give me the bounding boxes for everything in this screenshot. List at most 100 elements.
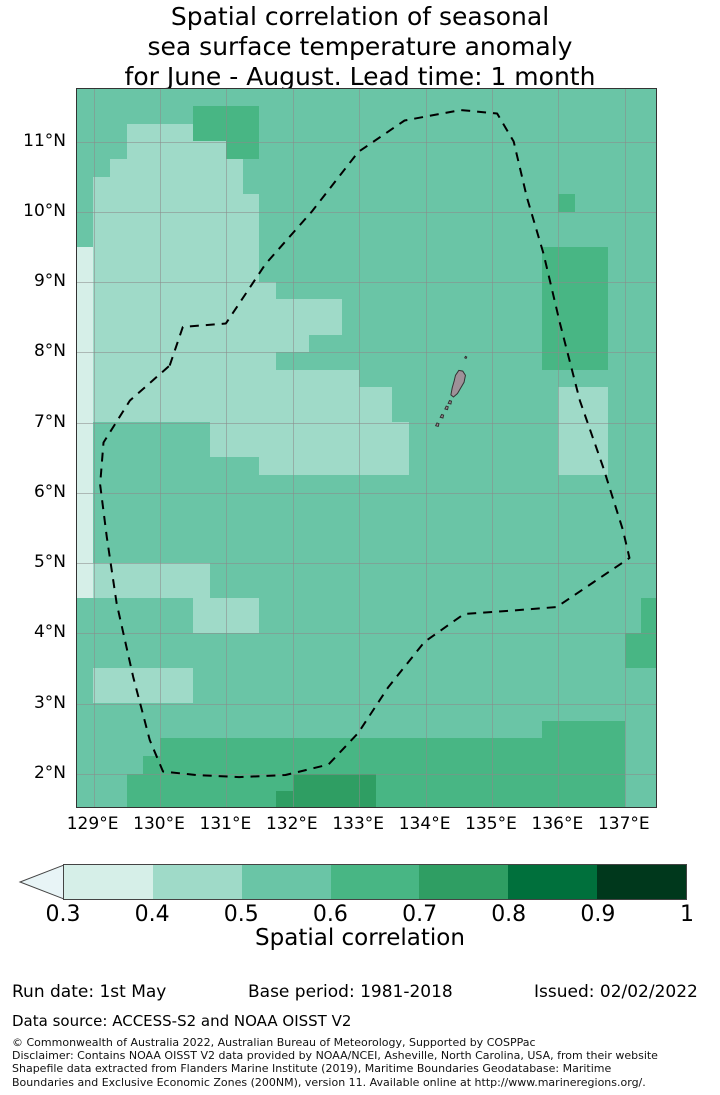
raster-cell xyxy=(192,106,211,125)
raster-cell xyxy=(574,89,592,107)
raster-cell xyxy=(408,176,426,195)
raster-cell xyxy=(458,264,476,283)
raster-cell xyxy=(375,158,393,178)
raster-cell xyxy=(558,492,576,511)
raster-cell xyxy=(408,422,426,441)
raster-cell xyxy=(192,422,211,441)
raster-cell xyxy=(508,299,526,318)
land-polygons xyxy=(434,355,468,428)
raster-cell xyxy=(77,404,94,424)
raster-cell xyxy=(491,457,509,476)
raster-cell xyxy=(541,316,559,336)
raster-cell xyxy=(143,404,161,424)
raster-cell xyxy=(408,369,426,388)
raster-cell xyxy=(524,123,543,143)
raster-cell xyxy=(77,316,94,336)
disclaimer-line-1: Disclaimer: Contains NOAA OISST V2 data … xyxy=(12,1049,658,1063)
raster-cell xyxy=(209,246,227,265)
raster-cell xyxy=(259,264,277,283)
raster-cell xyxy=(375,352,393,371)
raster-cell xyxy=(259,158,277,178)
raster-cell xyxy=(226,316,244,336)
raster-cell xyxy=(192,123,211,143)
raster-cell xyxy=(508,194,526,213)
raster-cell xyxy=(425,141,443,160)
raster-cell xyxy=(259,545,277,564)
raster-cell xyxy=(475,492,493,511)
raster-cell xyxy=(126,229,144,248)
raster-cell xyxy=(491,545,509,564)
raster-cell xyxy=(209,316,227,336)
land-islet-5 xyxy=(464,355,468,360)
raster-cell xyxy=(408,334,426,353)
raster-cell xyxy=(591,527,609,546)
raster-cell xyxy=(591,352,609,371)
raster-cell xyxy=(524,158,543,178)
raster-cell xyxy=(109,545,128,564)
raster-cell xyxy=(342,510,360,529)
raster-cell xyxy=(93,475,111,494)
raster-cell xyxy=(641,457,656,476)
raster-cell xyxy=(242,422,260,441)
raster-cell xyxy=(342,281,360,301)
raster-cell xyxy=(325,369,343,388)
raster-cell xyxy=(441,194,460,213)
latitude-tick-label: 3°N xyxy=(33,692,66,713)
raster-cell xyxy=(408,281,426,301)
raster-cell xyxy=(491,369,509,388)
latitude-tick-label: 11°N xyxy=(23,130,66,151)
raster-cell xyxy=(458,492,476,511)
raster-cell xyxy=(541,457,559,476)
raster-cell xyxy=(458,439,476,459)
raster-cell xyxy=(641,352,656,371)
raster-cell xyxy=(375,316,393,336)
raster-cell xyxy=(425,194,443,213)
raster-cell xyxy=(242,492,260,511)
raster-cell xyxy=(309,510,327,529)
raster-cell xyxy=(109,246,128,265)
raster-cell xyxy=(591,457,609,476)
raster-cell xyxy=(425,176,443,195)
raster-cell xyxy=(309,352,327,371)
raster-cell xyxy=(292,439,310,459)
raster-cell xyxy=(192,211,211,230)
raster-cell xyxy=(607,334,626,353)
raster-cell xyxy=(558,264,576,283)
raster-cell xyxy=(524,141,543,160)
raster-cell xyxy=(607,387,626,406)
raster-cell xyxy=(309,123,327,143)
raster-cell xyxy=(491,316,509,336)
colorbar-tick-label: 0.9 xyxy=(580,902,616,927)
raster-cell xyxy=(541,123,559,143)
raster-cell xyxy=(176,229,194,248)
raster-cell xyxy=(558,404,576,424)
raster-cell xyxy=(77,527,94,546)
raster-cell xyxy=(109,439,128,459)
raster-cell xyxy=(641,229,656,248)
raster-cell xyxy=(524,106,543,125)
title-line-3: for June - August. Lead time: 1 month xyxy=(124,62,596,91)
raster-cell xyxy=(425,299,443,318)
raster-cell xyxy=(109,264,128,283)
raster-cell xyxy=(508,439,526,459)
raster-cell xyxy=(607,176,626,195)
raster-cell xyxy=(491,387,509,406)
raster-cell xyxy=(524,246,543,265)
raster-cell xyxy=(375,229,393,248)
longitude-tick-label: 130°E xyxy=(133,814,185,834)
raster-cell xyxy=(309,545,327,564)
raster-cell xyxy=(591,492,609,511)
latitude-axis-labels: 2°N 3°N 4°N 5°N 6°N 7°N 8°N 9°N 10°N 11°N xyxy=(0,88,70,808)
raster-cell xyxy=(392,527,410,546)
raster-cell xyxy=(358,281,377,301)
raster-cell xyxy=(392,387,410,406)
raster-cell xyxy=(77,299,94,318)
raster-cell xyxy=(475,158,493,178)
raster-cell xyxy=(342,264,360,283)
raster-cell xyxy=(342,176,360,195)
raster-cell xyxy=(574,158,592,178)
raster-cell xyxy=(441,281,460,301)
raster-cell xyxy=(275,510,294,529)
raster-cell xyxy=(392,457,410,476)
raster-cell xyxy=(408,123,426,143)
